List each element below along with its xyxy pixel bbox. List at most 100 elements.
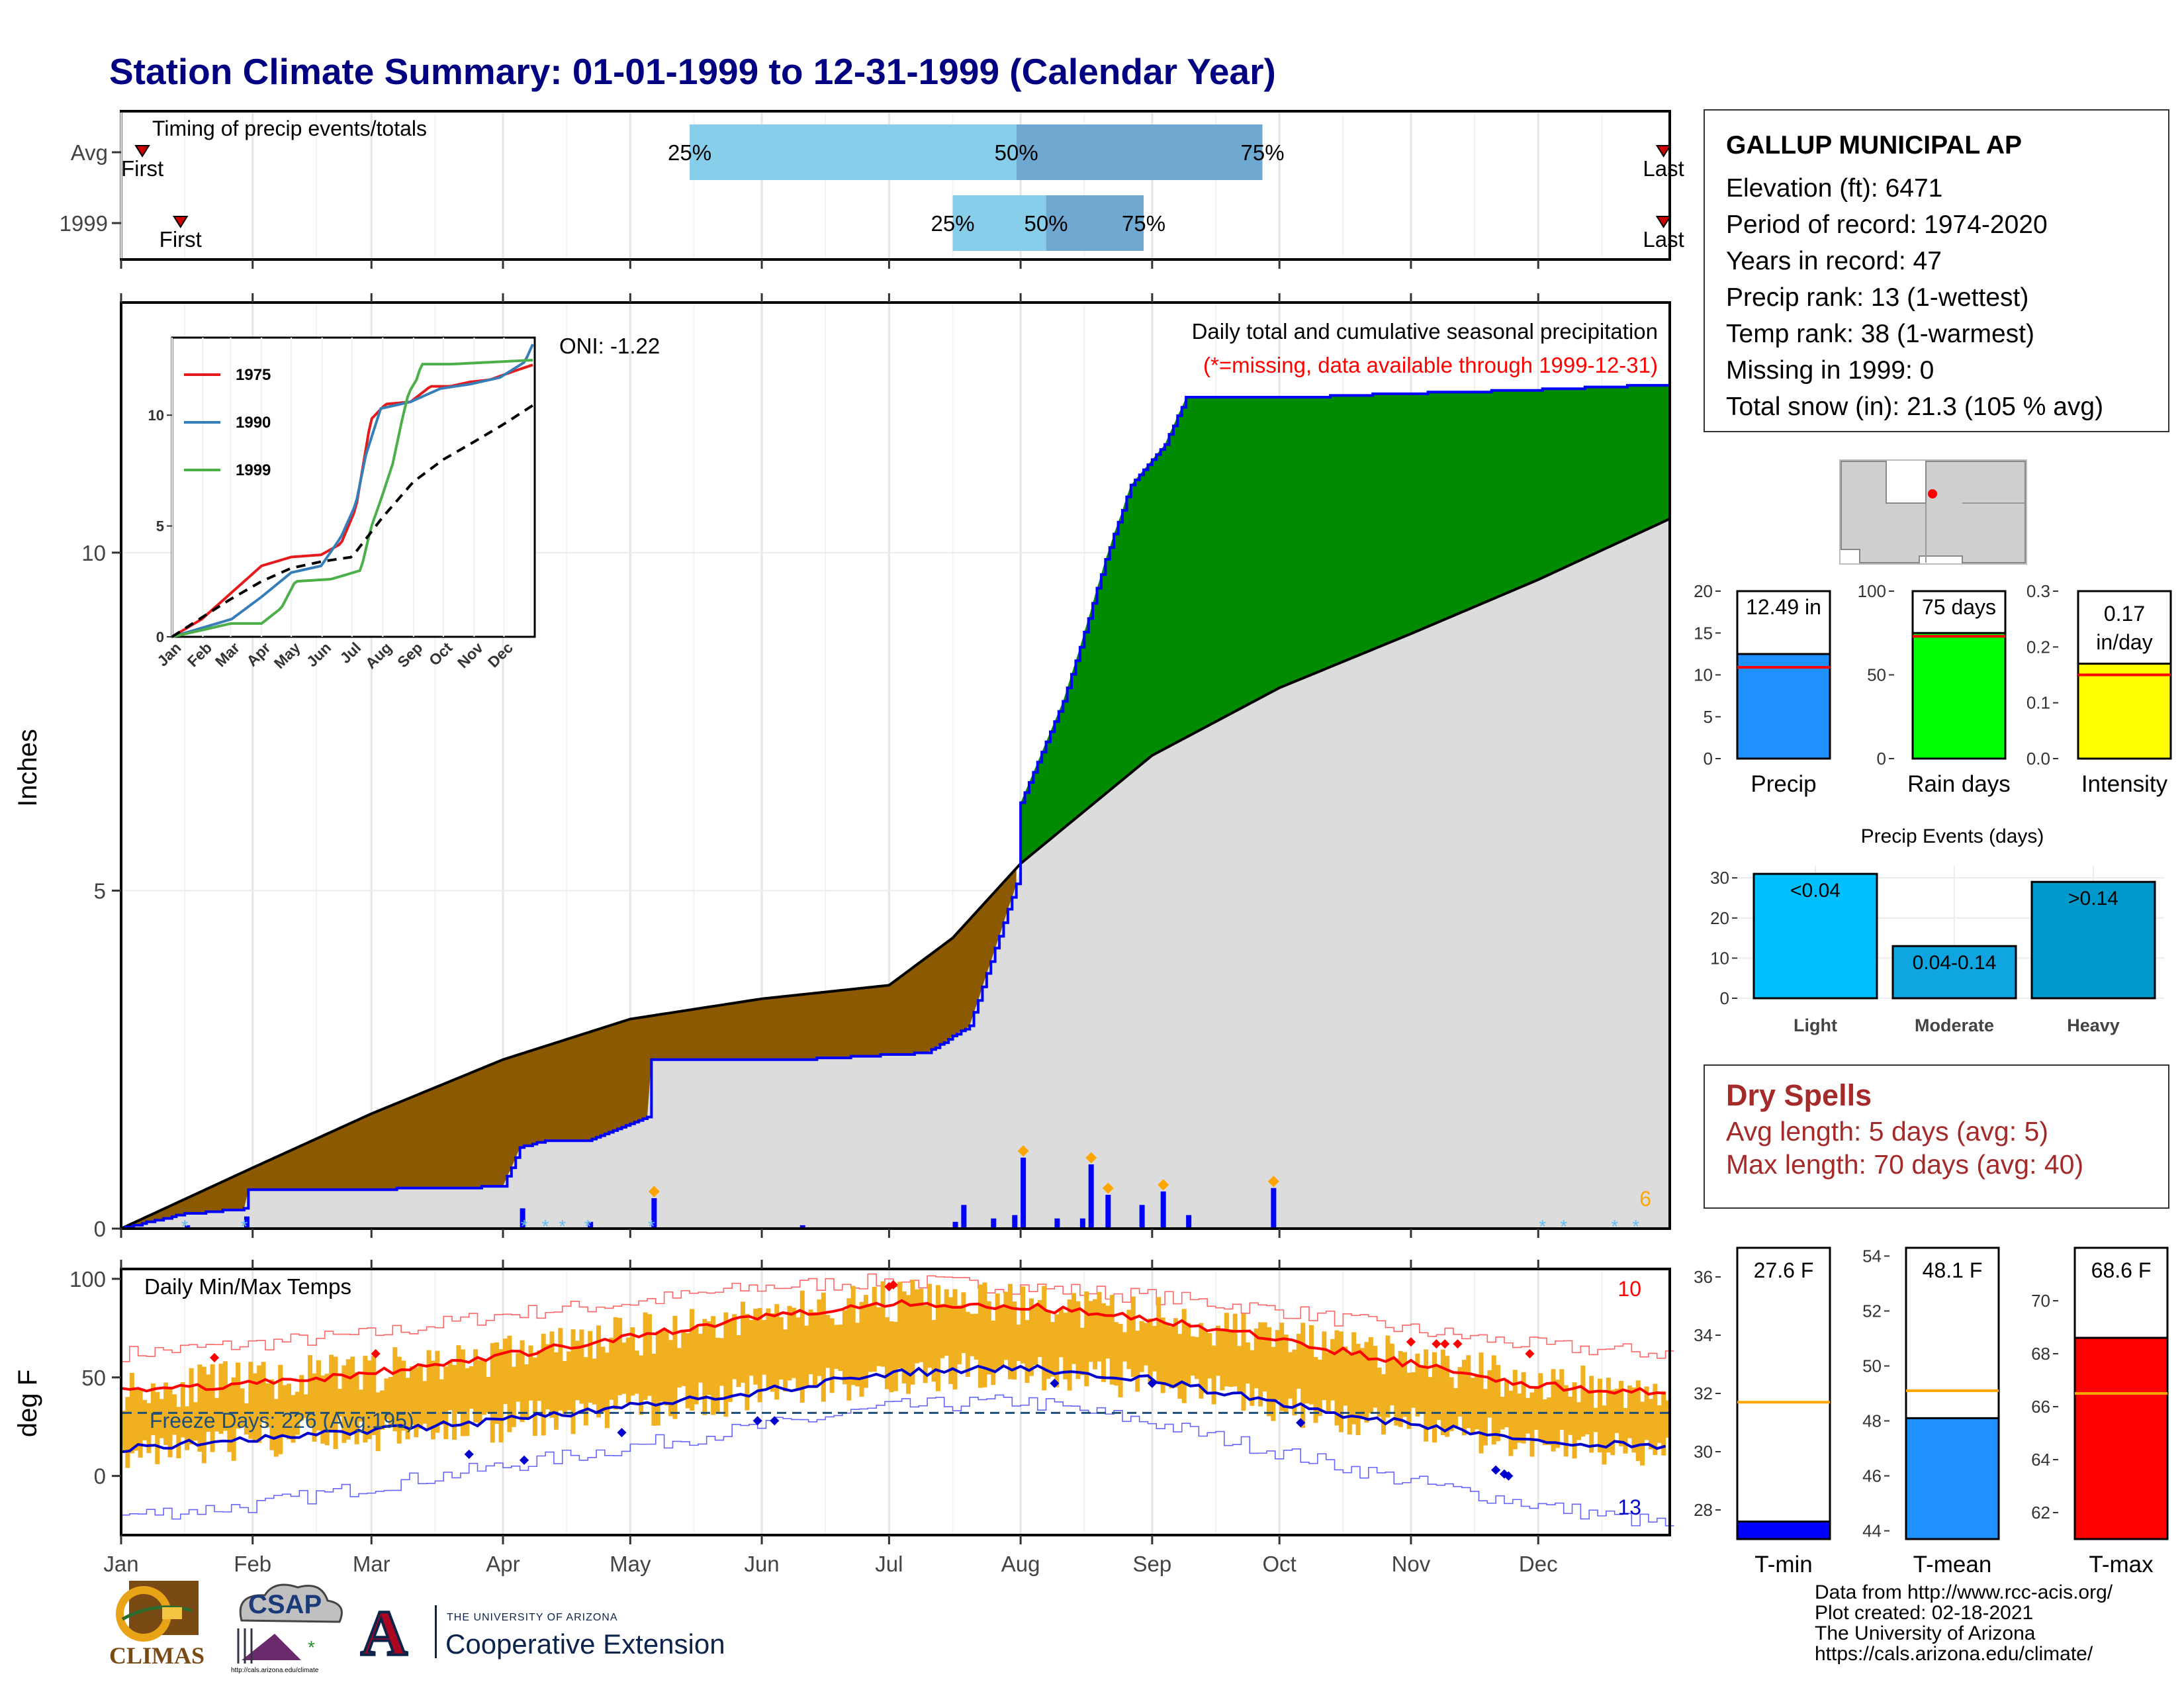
daily-temp-bar: [1623, 1407, 1628, 1454]
daily-temp-bar: [668, 1340, 674, 1417]
location-map: [1839, 459, 2027, 565]
daily-temp-bar: [948, 1297, 954, 1384]
daily-temp-bar: [1021, 1286, 1026, 1364]
ua-cooperative-extension-logo: A THE UNIVERSITY OF ARIZONA Cooperative …: [359, 1597, 745, 1671]
daily-temp-bar: [1186, 1323, 1191, 1385]
daily-temp-bar: [227, 1385, 232, 1452]
daily-temp-bar: [125, 1397, 130, 1468]
events-bar: [1752, 872, 1878, 1000]
daily-temp-bar: [1627, 1385, 1632, 1438]
daily-temp-bar: [672, 1315, 678, 1419]
timing-last-label: Last: [1643, 156, 1684, 181]
daily-temp-bar: [558, 1328, 563, 1411]
daily-temp-bar: [1105, 1305, 1111, 1359]
precip-y-label: Inches: [13, 729, 42, 807]
summary-bar-t-mean: 44 46 48 50 52 54 48.1 F T-mean: [1862, 1246, 2000, 1577]
daily-temp-bar: [240, 1388, 245, 1427]
daily-temp-bar: [532, 1357, 537, 1436]
daily-temp-bar: [214, 1397, 220, 1432]
daily-temp-bar: [1381, 1374, 1387, 1435]
daily-precip-bar: [1139, 1205, 1145, 1229]
daily-temp-bar: [1042, 1286, 1047, 1391]
daily-temp-bar: [553, 1352, 559, 1430]
summary-bar-value: 0.17: [2104, 602, 2145, 626]
daily-precip-bar: [952, 1221, 958, 1229]
daily-temp-bar: [1241, 1313, 1246, 1411]
record-marker: [648, 1186, 660, 1197]
dry-spells-title: Dry Spells: [1726, 1078, 1872, 1112]
daily-temp-bar: [477, 1360, 482, 1425]
timing-first-label: First: [121, 156, 163, 181]
record-high-marker: [888, 1280, 898, 1289]
daily-temp-bar: [414, 1367, 419, 1438]
daily-temp-bar: [1126, 1309, 1132, 1370]
daily-temp-bar: [1109, 1295, 1115, 1385]
daily-temp-bar: [676, 1348, 682, 1388]
summary-bar-tick-label: 5: [1704, 707, 1713, 727]
daily-temp-bar: [507, 1335, 512, 1432]
daily-temp-bar: [956, 1305, 962, 1365]
temp-panel-border: [120, 1268, 1671, 1536]
summary-bar-tick-label: 0: [1877, 749, 1886, 769]
daily-temp-bar: [363, 1356, 368, 1443]
daily-temp-bar: [727, 1319, 733, 1402]
events-bar-value: 0.04-0.14: [1913, 952, 1997, 974]
summary-bar-tick-label: 0.2: [2026, 637, 2050, 657]
events-tick-label: 30: [1710, 868, 1729, 888]
precip-y-tick-label: 0: [94, 1217, 106, 1241]
month-label: Jun: [744, 1552, 779, 1576]
daily-temp-bar: [528, 1345, 533, 1401]
dry-spells-avg: Avg length: 5 days (avg: 5): [1726, 1116, 2048, 1147]
summary-bar-value: 48.1 F: [1923, 1258, 1983, 1282]
daily-temp-bar: [757, 1307, 762, 1403]
daily-temp-bar: [1071, 1293, 1077, 1364]
daily-temp-bar: [940, 1303, 945, 1358]
daily-temp-bar: [719, 1338, 724, 1386]
timing-label: Timing of precip events/totals: [152, 117, 427, 140]
inset-legend-label: 1999: [236, 461, 271, 479]
precip-common-area: [121, 518, 1670, 1229]
daily-temp-bar: [1003, 1291, 1009, 1360]
daily-temp-bar: [1343, 1346, 1348, 1406]
daily-precip-bar: [651, 1198, 657, 1229]
events-bar: [1891, 945, 2017, 1000]
month-axis: Jan Feb Mar Apr May Jun Jul Aug Sep Oct Nov Dec: [103, 259, 1558, 1576]
daily-temp-bar: [732, 1314, 737, 1380]
summary-bar-label: T-max: [2089, 1552, 2154, 1577]
daily-temp-bar: [384, 1378, 389, 1420]
summary-bar-tick-label: 32: [1694, 1383, 1713, 1403]
daily-precip-bar: [799, 1225, 805, 1229]
daily-temp-bar: [316, 1360, 321, 1430]
daily-temp-bar: [970, 1313, 975, 1356]
daily-temp-bar: [320, 1375, 326, 1444]
ua-name: THE UNIVERSITY OF ARIZONA: [447, 1612, 618, 1623]
daily-temp-bar: [1419, 1365, 1424, 1413]
daily-temp-bar: [1224, 1313, 1229, 1387]
daily-temp-bar: [1479, 1352, 1484, 1454]
daily-precip-bar: [1021, 1157, 1026, 1229]
summary-bar-tick-label: 70: [2031, 1291, 2050, 1311]
daily-temp-bar: [711, 1316, 716, 1415]
daily-temp-bar: [520, 1340, 525, 1423]
timing-row: 25% 50% 75% First Last Avg: [71, 124, 1684, 181]
inset-series-1975: [171, 363, 533, 638]
daily-temp-bar: [1602, 1405, 1607, 1465]
freeze-days: Freeze Days: 226 (Avg:195): [150, 1409, 414, 1432]
daily-temp-bar: [1322, 1331, 1327, 1401]
summary-bar-tick-label: 64: [2031, 1450, 2050, 1470]
daily-temp-bar: [1665, 1400, 1670, 1438]
daily-temp-bar: [1135, 1331, 1140, 1392]
station-elevation: Elevation (ft): 6471: [1726, 174, 1943, 203]
credit-line: Data from http://www.rcc-acis.org/: [1815, 1581, 2113, 1603]
daily-temp-bar: [698, 1333, 703, 1383]
daily-temp-bar: [753, 1309, 758, 1385]
oni-value: ONI: -1.22: [559, 334, 660, 358]
precip-y-tick-label: 10: [81, 541, 106, 565]
daily-temp-bar: [621, 1342, 627, 1394]
daily-temp-bar: [269, 1379, 275, 1450]
daily-temp-bar: [906, 1295, 911, 1394]
inset-y-tick-label: 10: [148, 407, 164, 424]
daily-temp-bar: [570, 1329, 576, 1434]
daily-temp-bar: [469, 1366, 474, 1409]
daily-temp-bar: [1313, 1357, 1318, 1423]
